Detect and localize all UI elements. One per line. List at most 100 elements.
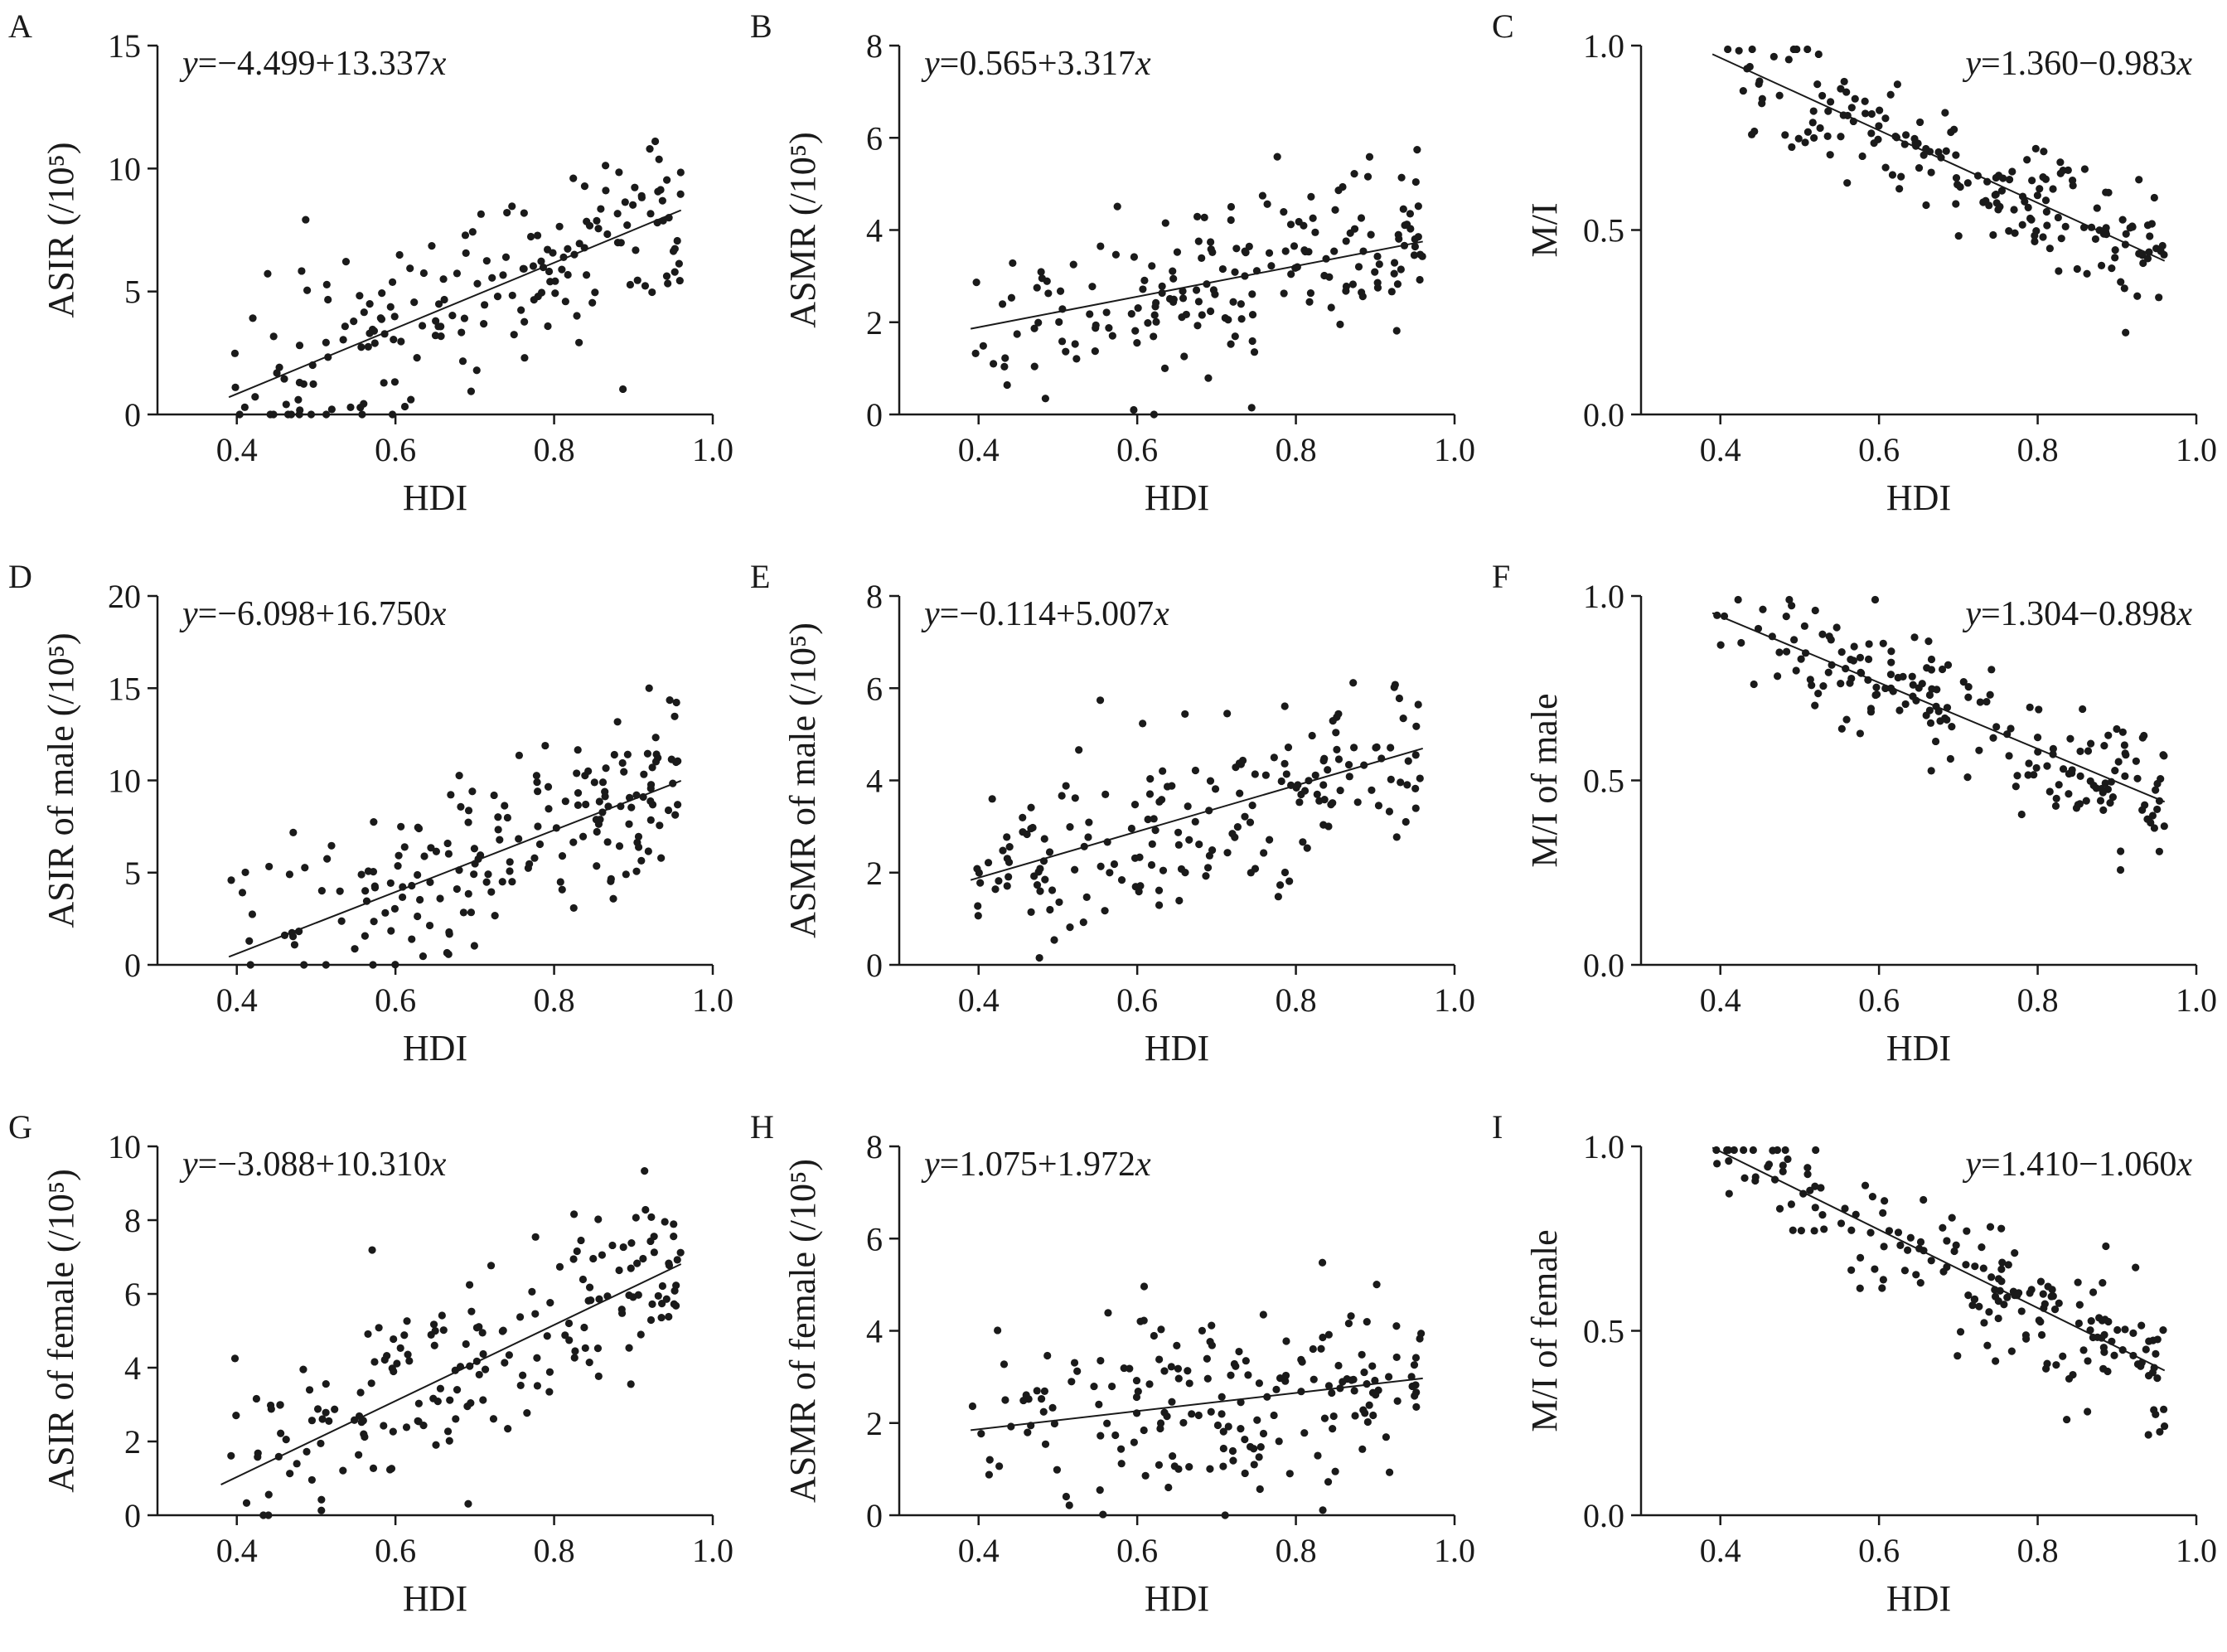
x-tick-label: 0.4: [958, 431, 1000, 468]
data-point: [1310, 1375, 1318, 1383]
data-point: [1403, 781, 1411, 789]
x-tick-label: 1.0: [692, 1532, 733, 1569]
data-point: [2113, 1325, 2122, 1335]
data-point: [364, 867, 373, 875]
data-point: [2076, 747, 2084, 756]
data-point: [2132, 757, 2140, 765]
data-point: [1328, 1388, 1336, 1398]
data-point: [2159, 1405, 2168, 1413]
data-point: [1404, 757, 1412, 765]
data-point: [1840, 77, 1848, 86]
x-tick-label: 0.4: [1700, 431, 1741, 468]
data-point: [1985, 1308, 1993, 1316]
data-point: [1179, 287, 1187, 295]
data-point: [1748, 45, 1756, 54]
data-point: [1108, 1382, 1116, 1391]
y-tick-label: 1.0: [1583, 578, 1624, 615]
data-point: [380, 1355, 389, 1364]
data-point: [431, 332, 440, 340]
data-point: [388, 278, 397, 286]
data-point: [1218, 1410, 1226, 1418]
data-point: [1116, 1445, 1126, 1453]
data-point: [1872, 683, 1881, 691]
data-point: [1245, 242, 1253, 250]
data-point: [1160, 1408, 1169, 1417]
data-point: [1411, 804, 1420, 812]
data-point: [1347, 1312, 1355, 1320]
data-point: [1922, 201, 1930, 210]
data-point: [309, 380, 317, 388]
regression-equation: y=−3.088+10.310x: [179, 1146, 447, 1184]
data-point: [2122, 328, 2130, 337]
data-point: [1155, 886, 1164, 894]
regression-line: [1711, 53, 2166, 262]
data-point: [2101, 779, 2109, 787]
data-point: [448, 312, 457, 320]
data-point: [1001, 354, 1009, 362]
data-point: [470, 942, 478, 950]
data-point: [1050, 936, 1058, 944]
data-point: [1373, 1280, 1381, 1289]
data-point: [1111, 1431, 1120, 1440]
data-point: [458, 328, 466, 337]
data-point: [594, 1215, 603, 1223]
data-point: [625, 820, 633, 828]
data-point: [398, 893, 407, 902]
data-point: [2099, 788, 2107, 797]
data-point: [1148, 262, 1156, 270]
x-tick-label: 0.8: [1276, 981, 1317, 1019]
x-axis-label: HDI: [403, 477, 467, 518]
data-point: [1151, 826, 1159, 835]
data-point: [1117, 1460, 1126, 1468]
data-point: [1208, 845, 1217, 855]
data-point: [1970, 1295, 1978, 1304]
data-point: [1933, 686, 1941, 694]
data-point: [647, 1213, 656, 1221]
data-point: [1036, 887, 1044, 895]
data-point: [1005, 843, 1014, 851]
data-point: [1769, 52, 1778, 61]
data-point: [434, 300, 443, 308]
data-point: [1750, 127, 1759, 136]
data-point: [1103, 1419, 1111, 1427]
data-point: [2100, 1330, 2108, 1339]
data-point: [1810, 133, 1818, 143]
data-point: [1030, 324, 1038, 332]
data-point: [1048, 1403, 1057, 1412]
data-point: [1856, 1253, 1865, 1262]
data-point: [1788, 143, 1796, 152]
data-point: [2155, 847, 2164, 855]
data-point: [2043, 762, 2051, 770]
data-point: [641, 1205, 650, 1214]
data-point: [1184, 802, 1192, 811]
data-point: [1915, 163, 1924, 172]
data-point: [1909, 681, 1917, 689]
data-point: [989, 360, 998, 368]
data-point: [1373, 279, 1382, 287]
data-point: [259, 1511, 268, 1519]
data-point: [1237, 1425, 1245, 1433]
y-tick-label: 0.0: [1583, 1497, 1624, 1534]
data-point: [1253, 1416, 1261, 1424]
x-tick-label: 0.4: [958, 981, 1000, 1019]
data-point: [1900, 1267, 1910, 1275]
data-point: [322, 338, 330, 346]
data-point: [475, 1370, 483, 1379]
data-point: [2153, 1374, 2162, 1383]
data-point: [1237, 1398, 1245, 1407]
data-point: [1826, 151, 1834, 159]
data-point: [406, 264, 414, 273]
data-point: [403, 1317, 411, 1325]
data-point: [1169, 295, 1178, 303]
data-point: [1256, 1443, 1265, 1451]
data-point: [364, 1330, 372, 1339]
data-point: [285, 870, 294, 879]
data-point: [1056, 287, 1065, 295]
data-point: [2073, 264, 2081, 274]
data-point: [2044, 1282, 2052, 1291]
data-point: [577, 1236, 585, 1245]
data-point: [2032, 763, 2041, 773]
data-point: [974, 902, 982, 910]
data-point: [2153, 779, 2162, 788]
data-point: [1062, 1492, 1071, 1501]
